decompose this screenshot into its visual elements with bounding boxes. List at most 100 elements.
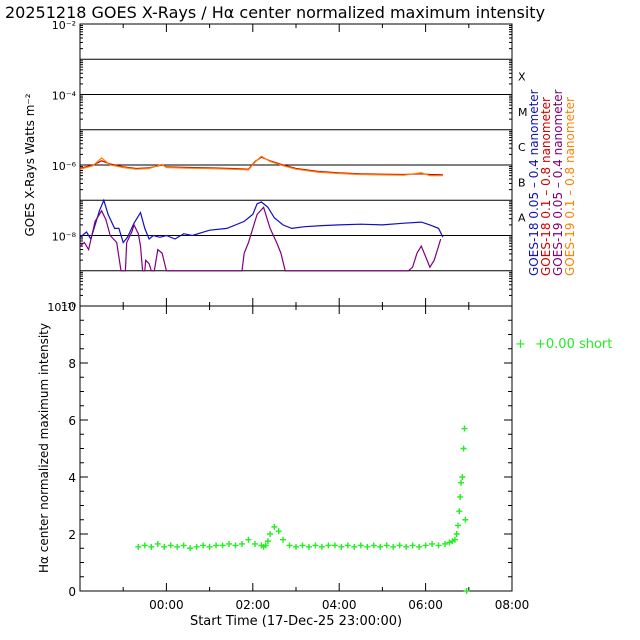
halpha-x-tick-label: 04:00: [322, 598, 357, 612]
halpha-point: [463, 588, 470, 594]
halpha-point: [429, 540, 436, 547]
halpha-point: [200, 542, 207, 549]
halpha-point: [318, 543, 325, 550]
halpha-point: [459, 474, 466, 480]
xray-series: [79, 155, 444, 272]
halpha-point: [305, 543, 312, 550]
halpha-point: [446, 539, 453, 546]
halpha-point: [312, 542, 319, 549]
halpha-point: [455, 522, 461, 529]
halpha-legend-marker: +: [515, 337, 526, 352]
halpha-y-tick-label: 0: [68, 585, 76, 599]
halpha-y-tick-label: 4: [68, 471, 76, 485]
halpha-point: [193, 543, 200, 550]
xray-y-tick-label: 10⁻⁸: [52, 231, 77, 244]
halpha-point: [370, 542, 377, 549]
halpha-x-axis-label: Start Time (17-Dec-25 23:00:00): [190, 614, 402, 629]
halpha-point: [167, 542, 174, 549]
xray-y-tick-label: 10⁻¹⁰: [47, 301, 76, 314]
halpha-point: [161, 543, 168, 550]
halpha-point: [232, 542, 239, 549]
xray-y-tick-label: 10⁻⁶: [52, 160, 77, 173]
flare-class-label: X: [518, 71, 526, 84]
halpha-x-tick-label: 02:00: [236, 598, 271, 612]
halpha-point: [453, 531, 460, 537]
halpha-point: [456, 508, 463, 515]
flare-class-label: B: [518, 176, 526, 189]
halpha-point: [344, 542, 351, 549]
halpha-x-tick-label: 06:00: [408, 598, 443, 612]
xray-series-line: [79, 156, 443, 176]
legend-entry: GOES-19 0.05 – 0.4 nanometer: [551, 89, 565, 276]
halpha-point: [213, 542, 220, 549]
halpha-point: [460, 445, 467, 452]
halpha-x-ticks: 00:00 02:00 04:00 06:00 08:00: [79, 306, 530, 612]
flare-class-label: A: [518, 212, 526, 225]
halpha-point: [364, 543, 371, 550]
halpha-point: [245, 536, 252, 543]
halpha-point: [462, 516, 469, 523]
halpha-point: [416, 543, 423, 550]
halpha-point: [187, 545, 194, 552]
halpha-point: [251, 540, 258, 547]
halpha-point: [435, 542, 442, 549]
halpha-x-tick-label: 00:00: [149, 598, 184, 612]
halpha-point: [442, 540, 449, 547]
xray-series-line: [79, 155, 443, 177]
halpha-point: [325, 542, 332, 549]
flare-class-label: M: [518, 106, 528, 119]
halpha-point: [331, 542, 338, 549]
halpha-point: [141, 542, 148, 549]
flare-class-label: C: [518, 141, 526, 154]
halpha-point: [280, 536, 287, 543]
halpha-point: [357, 542, 364, 549]
halpha-point: [338, 543, 345, 550]
halpha-point: [409, 542, 416, 549]
halpha-y-axis-label: Hα center normalized maximum intensity: [37, 323, 51, 573]
halpha-point: [351, 543, 358, 550]
halpha-point: [206, 543, 213, 550]
halpha-point: [286, 542, 293, 549]
xray-x-ticks: [79, 24, 513, 306]
legend-entry: GOES-18 0.1 – 0.8 nanometer: [539, 97, 553, 276]
halpha-panel: 0 2 4 6 8 10 00:00 02:00 04:00 06:00 08:00 Hα cen…: [37, 300, 612, 629]
xray-series-line: [79, 206, 442, 272]
xray-gridlines: [80, 58, 512, 272]
halpha-point: [422, 542, 429, 549]
halpha-point: [239, 540, 245, 547]
xray-flare-class-labels: A B C M X: [518, 71, 528, 225]
halpha-point: [180, 542, 187, 549]
halpha-x-tick-label: 08:00: [495, 598, 530, 612]
halpha-point: [174, 543, 181, 550]
halpha-point: [226, 540, 233, 547]
halpha-points: [135, 425, 470, 594]
xray-y-axis-label: GOES X-Rays Watts m⁻²: [23, 93, 37, 236]
halpha-point: [293, 543, 299, 550]
halpha-y-tick-label: 2: [68, 528, 76, 542]
halpha-point: [451, 536, 458, 543]
halpha-point: [275, 528, 282, 535]
halpha-y-ticks: 0 2 4 6 8 10: [61, 300, 512, 599]
halpha-point: [148, 543, 155, 550]
halpha-legend-text: +0.00 short: [535, 337, 612, 352]
xray-series-line: [79, 198, 444, 244]
halpha-point: [458, 479, 465, 486]
halpha-point: [219, 542, 226, 549]
halpha-point: [390, 543, 397, 550]
halpha-point: [271, 523, 278, 530]
xray-y-tick-label: 10⁻⁴: [52, 90, 77, 103]
halpha-point: [377, 543, 384, 550]
halpha-y-tick-label: 10: [61, 300, 76, 314]
halpha-point: [461, 425, 468, 432]
halpha-point: [396, 542, 403, 549]
halpha-point: [267, 531, 274, 537]
chart-title: 20251218 GOES X-Rays / Hα center normali…: [5, 3, 545, 22]
legend-entry: GOES-18 0.05 – 0.4 nanometer: [527, 89, 541, 276]
halpha-point: [154, 540, 161, 547]
halpha-point: [299, 542, 306, 549]
halpha-point: [262, 542, 269, 549]
halpha-point: [135, 543, 142, 550]
halpha-point: [383, 542, 390, 549]
